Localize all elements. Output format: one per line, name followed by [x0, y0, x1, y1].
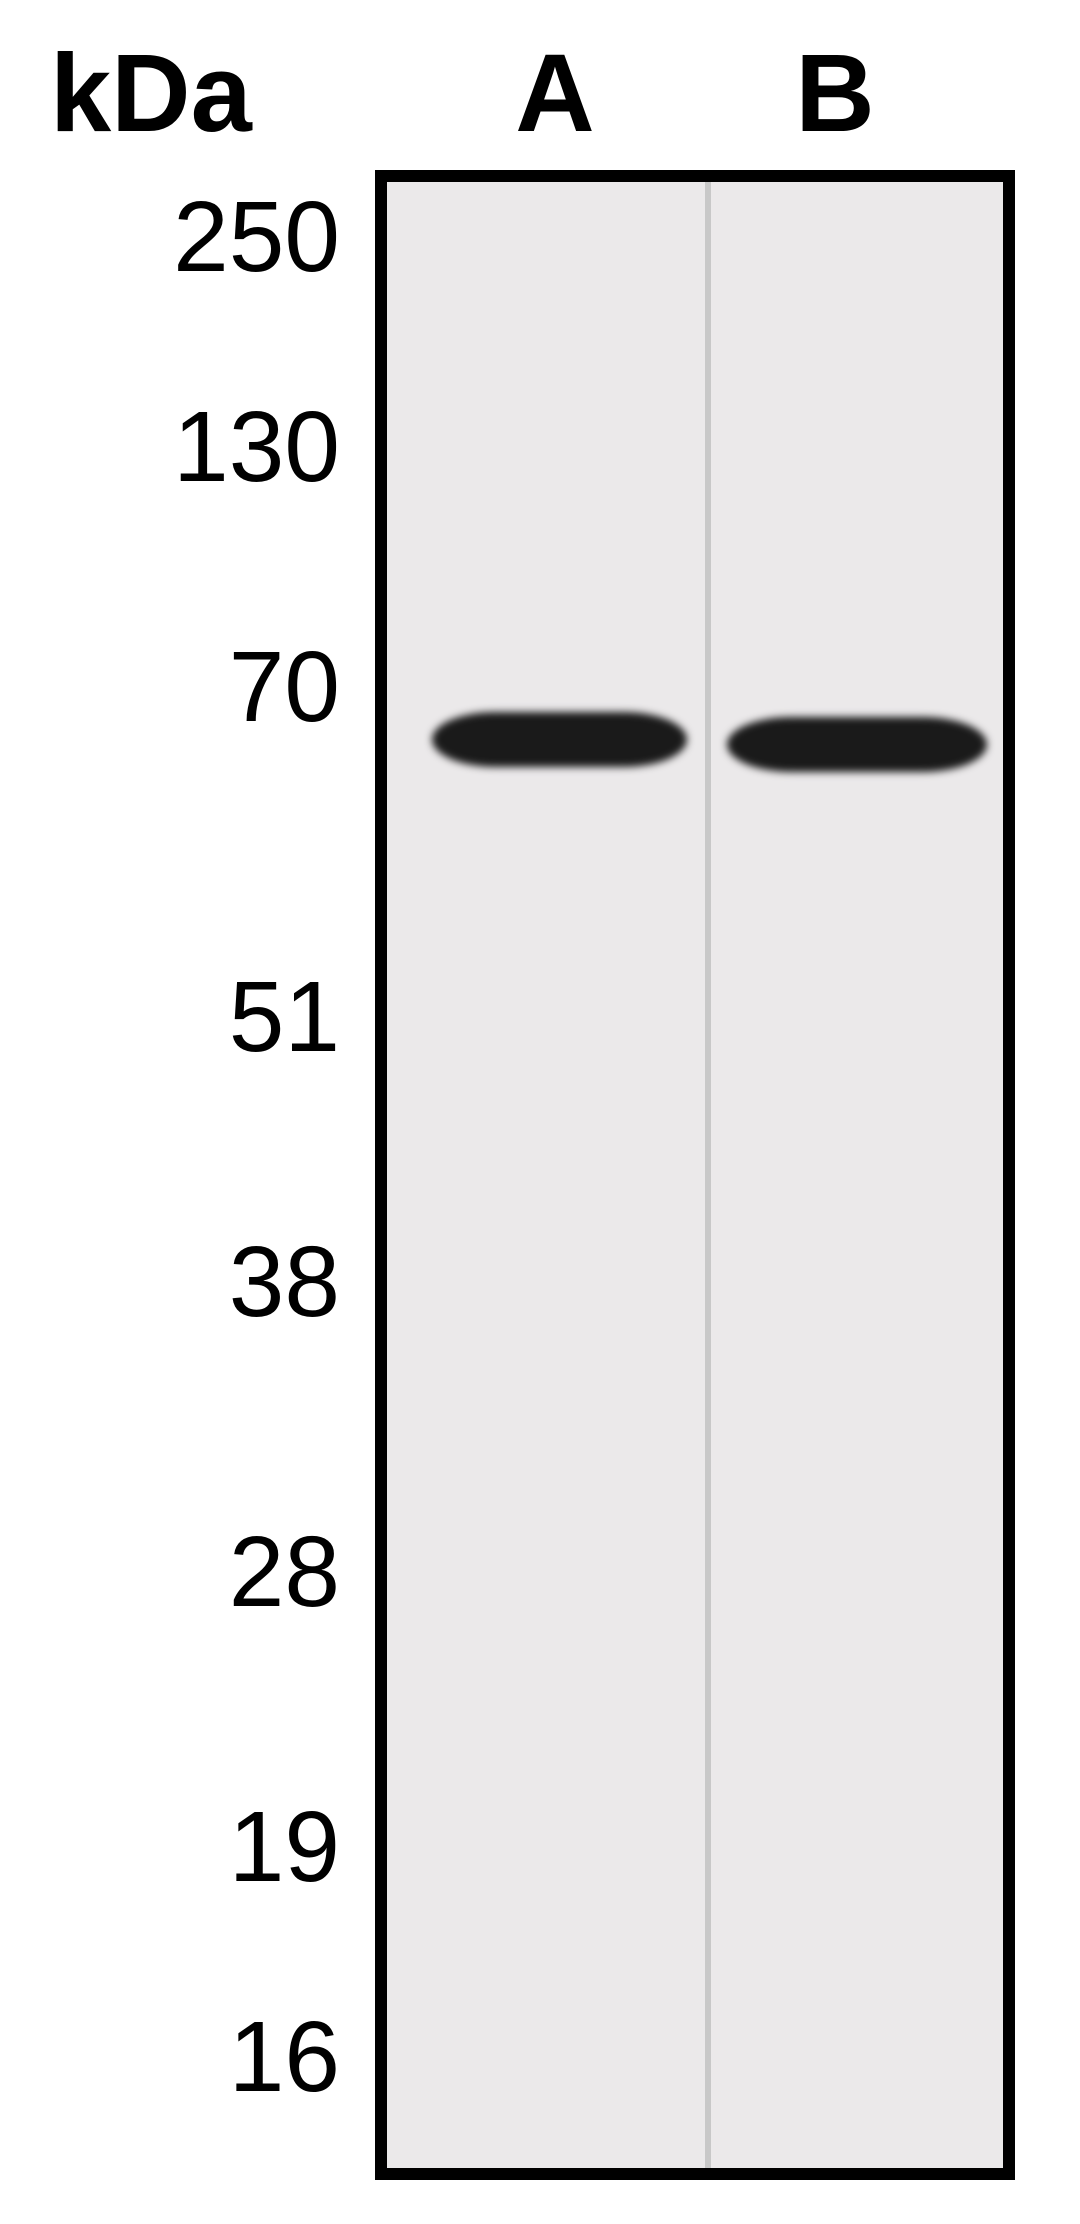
lane-label-b: B: [795, 30, 875, 157]
blot-membrane: [387, 182, 1003, 2168]
mw-marker-130: 130: [40, 390, 340, 505]
mw-marker-70: 70: [40, 630, 340, 745]
western-blot-figure: kDa A B 250 130 70 51 38 28 19 16: [0, 0, 1080, 2224]
mw-marker-38: 38: [40, 1225, 340, 1340]
lane-label-a: A: [515, 30, 595, 157]
y-axis-title: kDa: [50, 30, 252, 157]
mw-marker-51: 51: [40, 960, 340, 1075]
blot-frame: [375, 170, 1015, 2180]
mw-marker-250: 250: [40, 180, 340, 295]
mw-marker-19: 19: [40, 1790, 340, 1905]
band-lane-b: [727, 717, 987, 772]
band-lane-a: [432, 712, 687, 767]
mw-marker-16: 16: [40, 2000, 340, 2115]
mw-marker-28: 28: [40, 1515, 340, 1630]
lane-divider: [705, 182, 711, 2168]
